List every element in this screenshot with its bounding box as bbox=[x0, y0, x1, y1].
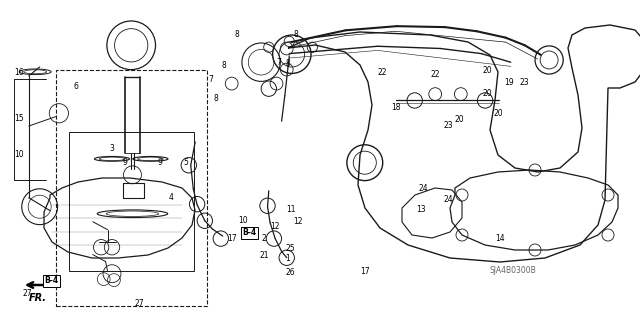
Text: 20: 20 bbox=[483, 66, 493, 75]
Text: 9: 9 bbox=[157, 158, 163, 167]
Text: 20: 20 bbox=[483, 89, 493, 98]
Text: 14: 14 bbox=[495, 234, 506, 243]
Text: 22: 22 bbox=[431, 70, 440, 79]
Text: 11: 11 bbox=[287, 205, 296, 214]
Text: 23: 23 bbox=[443, 121, 453, 130]
Text: 8: 8 bbox=[285, 59, 291, 68]
Text: 8: 8 bbox=[214, 94, 219, 103]
Text: 12: 12 bbox=[293, 217, 302, 226]
Text: 8: 8 bbox=[293, 30, 298, 39]
Text: SJA4B0300B: SJA4B0300B bbox=[490, 266, 537, 275]
Text: 8: 8 bbox=[221, 61, 227, 70]
Text: 20: 20 bbox=[493, 109, 503, 118]
Text: 26: 26 bbox=[285, 268, 295, 277]
Text: 7: 7 bbox=[209, 75, 214, 84]
Text: 9: 9 bbox=[122, 158, 127, 167]
Text: 24: 24 bbox=[443, 195, 453, 204]
Text: 27: 27 bbox=[134, 299, 145, 308]
Text: 2: 2 bbox=[262, 234, 267, 243]
Text: 25: 25 bbox=[285, 244, 295, 253]
Text: 6: 6 bbox=[73, 82, 78, 91]
Text: 5: 5 bbox=[183, 158, 188, 167]
Text: 20: 20 bbox=[454, 115, 465, 124]
Text: 15: 15 bbox=[14, 114, 24, 122]
Text: 23: 23 bbox=[520, 78, 530, 87]
Text: 18: 18 bbox=[391, 103, 400, 112]
Text: 8: 8 bbox=[234, 30, 239, 39]
Bar bbox=[69, 132, 194, 271]
Text: 3: 3 bbox=[109, 144, 115, 153]
Text: 10: 10 bbox=[14, 150, 24, 159]
Text: 12: 12 bbox=[271, 222, 280, 231]
Text: 4: 4 bbox=[169, 193, 174, 202]
Text: 19: 19 bbox=[504, 78, 515, 87]
Text: B-4: B-4 bbox=[44, 276, 58, 285]
Text: 1: 1 bbox=[285, 254, 291, 263]
Text: 21: 21 bbox=[260, 251, 269, 260]
Text: 22: 22 bbox=[378, 68, 387, 77]
Text: 17: 17 bbox=[227, 234, 237, 243]
Text: FR.: FR. bbox=[29, 293, 47, 303]
Text: 16: 16 bbox=[14, 68, 24, 77]
Text: 24: 24 bbox=[419, 184, 429, 193]
Text: 17: 17 bbox=[360, 267, 370, 276]
Bar bbox=[56, 70, 207, 306]
Text: 13: 13 bbox=[416, 205, 426, 214]
Text: 27: 27 bbox=[22, 289, 32, 298]
Text: B-4: B-4 bbox=[243, 228, 257, 237]
Text: 7: 7 bbox=[276, 58, 281, 67]
Text: 10: 10 bbox=[238, 216, 248, 225]
